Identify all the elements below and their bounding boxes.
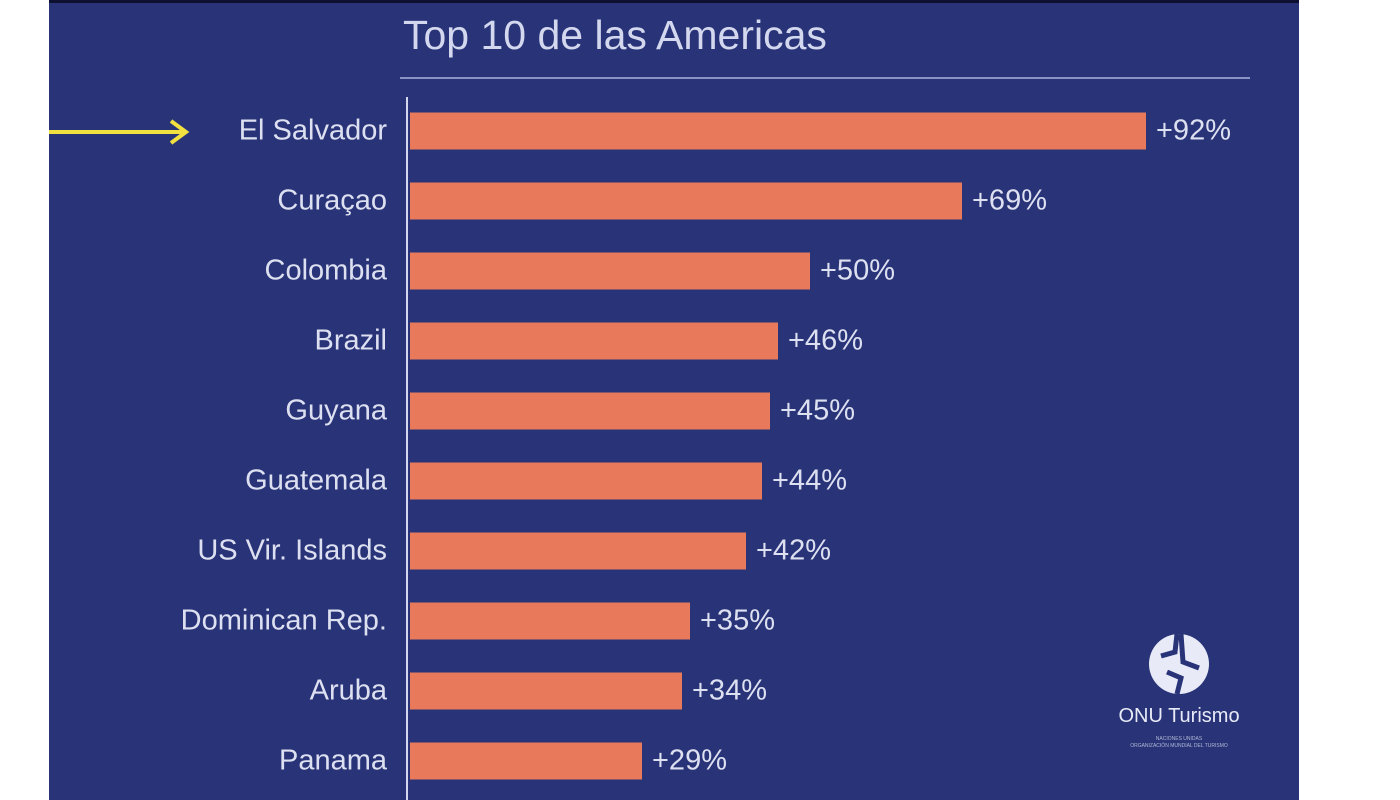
bar-0 <box>410 112 1146 150</box>
category-label: Curaçao <box>277 184 387 217</box>
bar-5 <box>410 462 762 500</box>
top-border <box>49 0 1299 3</box>
bar-6 <box>410 532 746 570</box>
bar-1 <box>410 182 962 220</box>
bar-8 <box>410 672 682 710</box>
bar-3 <box>410 322 778 360</box>
category-label: Guatemala <box>245 464 387 497</box>
category-label: Aruba <box>309 674 387 707</box>
logo-sub2: ORGANIZACIÓN MUNDIAL DEL TURISMO <box>1130 743 1228 749</box>
highlight-arrow-icon <box>49 119 190 145</box>
category-label: El Salvador <box>238 114 387 147</box>
bar-2 <box>410 252 810 290</box>
bar-4 <box>410 392 770 430</box>
category-label: Brazil <box>314 324 387 357</box>
category-label: Guyana <box>285 394 387 427</box>
category-label: Dominican Rep. <box>180 604 387 637</box>
value-label: +44% <box>772 464 847 497</box>
value-label: +35% <box>700 604 775 637</box>
category-label: Panama <box>278 744 387 777</box>
bar-9 <box>410 742 642 780</box>
value-label: +45% <box>780 394 855 427</box>
value-label: +46% <box>788 324 863 357</box>
globe-logo-icon <box>1149 633 1209 695</box>
title-underline <box>400 77 1250 79</box>
category-label: US Vir. Islands <box>197 534 387 567</box>
value-label: +34% <box>692 674 767 707</box>
slide: Top 10 de las Americas El Salvador +92% Cu… <box>49 0 1299 800</box>
value-label: +92% <box>1156 114 1231 147</box>
bar-7 <box>410 602 690 640</box>
logo-name: ONU Turismo <box>1118 705 1240 727</box>
value-label: +50% <box>820 254 895 287</box>
onu-turismo-logo: ONU Turismo NACIONES UNIDAS ORGANIZACIÓN… <box>1099 632 1259 750</box>
value-label: +42% <box>756 534 831 567</box>
category-label: Colombia <box>264 254 388 287</box>
logo-sub1: NACIONES UNIDAS <box>1155 736 1203 742</box>
value-label: +29% <box>652 744 727 777</box>
value-label: +69% <box>972 184 1047 217</box>
chart-title: Top 10 de las Americas <box>403 12 827 58</box>
y-axis-line <box>406 97 408 800</box>
